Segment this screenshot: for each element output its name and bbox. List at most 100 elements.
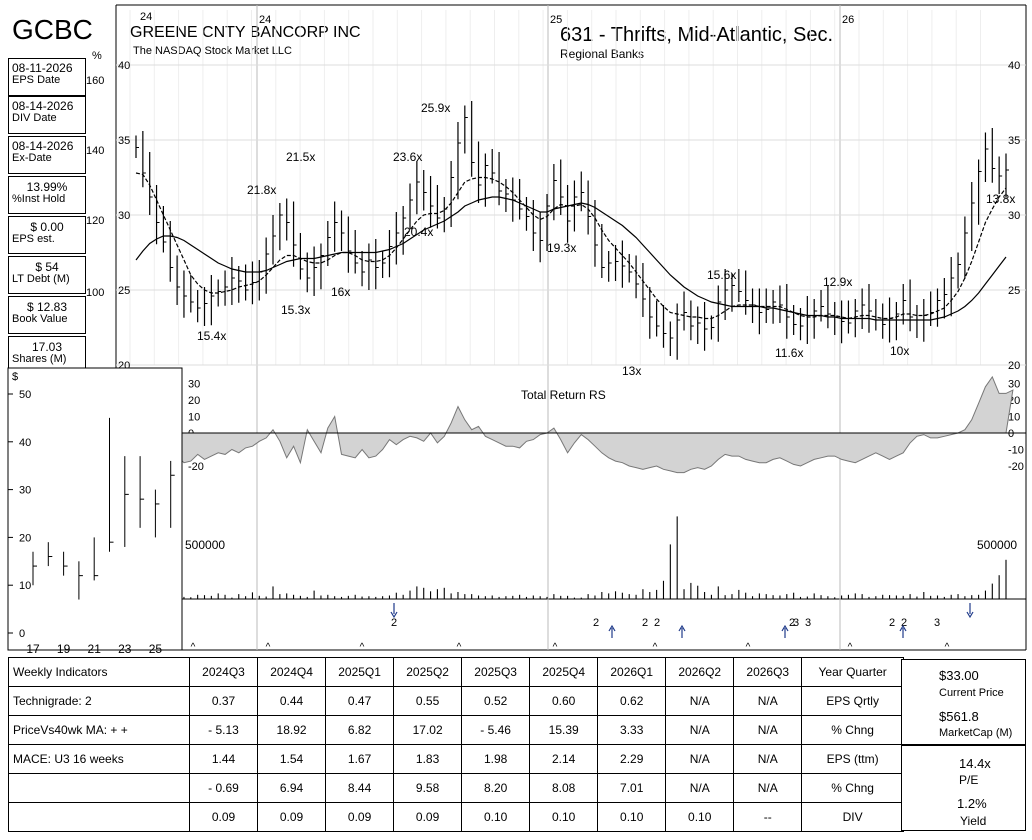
book-value-box: $ 12.83 Book Value — [8, 296, 86, 334]
eps-date-label: EPS Date — [12, 74, 61, 86]
volume-chart — [135, 516, 1007, 599]
table-cell: N/A — [665, 686, 735, 716]
annual-x-label: 19 — [57, 642, 71, 656]
table-cell: 7.01 — [597, 773, 667, 803]
table-cell: N/A — [733, 686, 803, 716]
rs-tick-label-right: 10 — [1008, 412, 1020, 424]
pct-tick-label: 160 — [86, 75, 104, 87]
pe-annotation: 25.9x — [421, 101, 450, 115]
annual-x-label: 25 — [149, 642, 163, 656]
lt-debt-label: LT Debt (M) — [12, 273, 70, 285]
table-row: MACE: U3 16 weeks 1.44 1.54 1.67 1.83 1.… — [8, 744, 1026, 774]
event-caret: ^ — [457, 642, 462, 653]
quarter-header: 2025Q3 — [461, 657, 531, 687]
price-tick-label-left: 40 — [118, 60, 130, 72]
weekly-indicators-header: Weekly Indicators — [8, 657, 190, 687]
pe-annotation: 21.5x — [286, 150, 315, 164]
pe-annotation: 15.3x — [281, 303, 310, 317]
price-box: $33.00 Current Price $561.8 MarketCap (M… — [901, 659, 1026, 745]
metric-label: EPS Qrtly — [801, 686, 904, 716]
event-caret: ^ — [191, 642, 196, 653]
pct-tick-label: 140 — [86, 145, 104, 157]
event-arrow-down-icon — [390, 611, 398, 619]
row-label — [8, 773, 190, 803]
annual-x-label: 23 — [118, 642, 132, 656]
rs-tick-label-left: 10 — [188, 412, 200, 424]
event-caret: ^ — [746, 642, 751, 653]
ex-date-box: 08-14-2026 Ex-Date — [8, 136, 86, 174]
table-cell: 0.10 — [461, 802, 531, 832]
inst-hold-label: %Inst Hold — [12, 193, 66, 205]
pe-label: P/E — [959, 773, 979, 787]
annual-tick-label: 0 — [19, 628, 25, 640]
table-cell: 6.82 — [325, 715, 395, 745]
rs-tick-label-left: 20 — [188, 395, 200, 407]
ex-date-label: Ex-Date — [12, 152, 52, 164]
table-row: PriceVs40wk MA: + + - 5.13 18.92 6.82 17… — [8, 715, 1026, 745]
metric-label: % Chng — [801, 773, 904, 803]
price-tick-label-right: 40 — [1008, 60, 1020, 72]
pe-annotation: 11.6x — [775, 346, 803, 360]
annual-x-label: 21 — [88, 642, 102, 656]
row-label: Technigrade: 2 — [8, 686, 190, 716]
table-cell: 1.54 — [257, 744, 327, 774]
div-date-label: DIV Date — [12, 112, 57, 124]
table-cell: 3.33 — [597, 715, 667, 745]
event-mark: 2 — [593, 617, 599, 629]
table-cell: 0.52 — [461, 686, 531, 716]
market-cap-value: $561.8 — [939, 709, 979, 724]
table-cell: 0.09 — [257, 802, 327, 832]
table-cell: 0.10 — [597, 802, 667, 832]
rs-tick-label-right: -10 — [1008, 445, 1024, 457]
table-cell: N/A — [733, 715, 803, 745]
pe-annotation: 10x — [890, 344, 909, 358]
year-label-24: 24 — [140, 11, 152, 23]
year-label: 24 — [259, 14, 271, 26]
annual-tick-label: 30 — [19, 485, 31, 497]
event-caret: ^ — [360, 642, 365, 653]
table-cell: 2.29 — [597, 744, 667, 774]
metric-label: DIV — [801, 802, 904, 832]
pe-annotation: 13x — [622, 364, 641, 378]
pct-tick-label: 100 — [86, 287, 104, 299]
table-cell: 0.60 — [529, 686, 599, 716]
quarter-header: 2024Q4 — [257, 657, 327, 687]
rs-tick-label-right: -20 — [1008, 461, 1024, 473]
indicators-table: Weekly Indicators 2024Q3 2024Q4 2025Q1 2… — [8, 657, 1026, 832]
book-value-value: $ 12.83 — [26, 300, 68, 314]
metric-label: EPS (ttm) — [801, 744, 904, 774]
rs-title: Total Return RS — [521, 388, 606, 402]
table-cell: 0.44 — [257, 686, 327, 716]
event-arrow-up-icon — [608, 624, 616, 632]
table-cell: 15.39 — [529, 715, 599, 745]
table-cell: 8.08 — [529, 773, 599, 803]
quarter-header: 2025Q1 — [325, 657, 395, 687]
quarter-header: 2026Q2 — [665, 657, 735, 687]
event-mark: 2 — [889, 617, 895, 629]
quarter-header: 2026Q1 — [597, 657, 667, 687]
quarter-header: 2026Q3 — [733, 657, 803, 687]
mini-y-label: $ — [12, 371, 18, 383]
exchange-name: The NASDAQ Stock Market LLC — [133, 45, 292, 57]
year-label: 26 — [842, 14, 854, 26]
price-chart: 25.9x 23.6x 21.8x 21.5x 20.4x 19.3x 16x 15.6x 15… — [135, 101, 1015, 378]
volume-scale-left: 500000 — [185, 538, 225, 552]
event-mark: 3 — [793, 617, 799, 629]
metric-label: % Chng — [801, 715, 904, 745]
event-arrow-up-icon — [899, 624, 907, 632]
sector-name: Regional Banks — [560, 47, 645, 61]
table-cell: - 0.69 — [188, 773, 259, 803]
pe-annotation: 21.8x — [247, 183, 276, 197]
rs-tick-label-right: 30 — [1008, 379, 1020, 391]
table-cell: N/A — [733, 744, 803, 774]
rs-tick-label-right: 0 — [1008, 428, 1014, 440]
pe-annotation: 20.4x — [404, 225, 433, 239]
price-tick-label-left: 35 — [118, 135, 130, 147]
shares-label: Shares (M) — [12, 353, 67, 365]
annual-x-label: 17 — [26, 642, 40, 656]
rs-tick-label-left: -20 — [188, 461, 204, 473]
table-row: Technigrade: 2 0.37 0.44 0.47 0.55 0.52 … — [8, 686, 1026, 716]
table-cell: 8.44 — [325, 773, 395, 803]
current-price-value: $33.00 — [939, 668, 979, 683]
